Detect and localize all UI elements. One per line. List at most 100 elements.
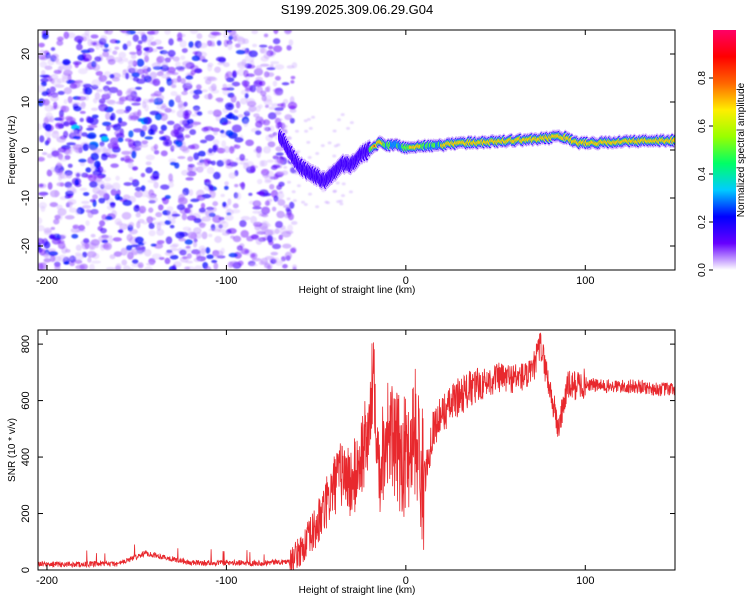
snr-x-axis: -200 -100 0 100 bbox=[36, 330, 594, 587]
spectrogram-cell bbox=[158, 204, 164, 211]
spectrogram-cell bbox=[307, 155, 312, 159]
spectrogram-cell bbox=[256, 178, 263, 185]
spectrogram-cell bbox=[94, 243, 99, 249]
spectrogram-cell bbox=[272, 38, 281, 45]
spectrogram-cell bbox=[87, 132, 97, 140]
spectrogram-cell bbox=[225, 130, 234, 137]
spectrogram-cell bbox=[205, 206, 215, 211]
spectrogram-cell bbox=[266, 265, 272, 270]
spectrogram-cell bbox=[259, 160, 265, 167]
spectrogram-cell bbox=[255, 76, 263, 82]
spectrogram-cell bbox=[151, 172, 161, 177]
spectrogram-cell bbox=[187, 156, 194, 162]
spectrogram-cell bbox=[193, 227, 202, 235]
spectrogram-cell bbox=[158, 130, 164, 135]
spectrogram-cell bbox=[175, 61, 181, 69]
spectrogram-cell bbox=[109, 38, 118, 44]
spectrogram-cell bbox=[184, 239, 193, 245]
spectrogram-cell bbox=[90, 60, 98, 65]
spectrogram-cell bbox=[179, 39, 187, 48]
spectrogram-cell bbox=[262, 119, 271, 126]
spectrogram-y-axis: -20 -10 0 10 20 bbox=[20, 48, 675, 254]
spectrogram-cell bbox=[87, 174, 97, 182]
spectrogram-cell bbox=[270, 61, 280, 65]
spectrogram-cell bbox=[214, 250, 224, 258]
colorbar: 0.0 0.2 0.4 0.6 0.8 Normalized spectral ampl… bbox=[697, 30, 747, 277]
spectrogram-cell bbox=[267, 72, 275, 77]
colorbar-tick-label: 0.4 bbox=[697, 167, 708, 181]
spectrogram-cell bbox=[320, 144, 325, 148]
spectrogram-cell bbox=[107, 142, 113, 150]
spectrogram-cell bbox=[264, 255, 275, 261]
spectrogram-cell bbox=[255, 229, 262, 235]
spectrogram-cell bbox=[132, 34, 139, 42]
spectrogram-cell bbox=[258, 260, 265, 266]
spectrogram-cell bbox=[190, 70, 196, 75]
spectrogram-cell bbox=[274, 228, 280, 235]
spectrogram-cell bbox=[130, 53, 137, 60]
spectrogram-cell bbox=[167, 80, 177, 87]
spectrogram-cell bbox=[289, 108, 297, 113]
spectrogram-cell bbox=[220, 129, 225, 134]
spectrogram-cell bbox=[102, 147, 108, 154]
spectrogram-cell bbox=[164, 195, 171, 200]
spectrogram-cell bbox=[184, 113, 189, 120]
spectrogram-cell bbox=[50, 254, 56, 263]
spectrogram-cell bbox=[104, 184, 114, 190]
spectrogram-cell bbox=[180, 192, 187, 198]
spectrogram-cell bbox=[198, 207, 206, 213]
spectrogram-cell bbox=[192, 107, 200, 113]
spectrogram-cell bbox=[63, 98, 68, 105]
spectrogram-cell bbox=[252, 206, 262, 210]
spectrogram-cell bbox=[181, 91, 188, 96]
spectrogram-cell bbox=[223, 62, 230, 68]
spectrogram-cell bbox=[236, 245, 243, 251]
spectrogram-cell bbox=[183, 101, 188, 107]
spectrogram-cell bbox=[278, 234, 283, 241]
colorbar-tick-label: 0.0 bbox=[697, 263, 708, 277]
spectrogram-cell bbox=[160, 124, 168, 131]
spectrogram-cell bbox=[341, 182, 346, 186]
spectrogram-cell bbox=[112, 182, 121, 191]
spectrogram-cell bbox=[61, 105, 70, 113]
spectrogram-cell bbox=[214, 235, 222, 244]
spectrogram-cell bbox=[148, 222, 155, 230]
spectrogram-cell bbox=[74, 252, 82, 256]
spectrogram-cell bbox=[107, 154, 117, 159]
spectrogram-cell bbox=[210, 83, 217, 92]
spectrogram-cell bbox=[53, 218, 60, 225]
spectrogram-cell bbox=[283, 124, 288, 128]
spectrogram-cell bbox=[192, 241, 198, 248]
spectrogram-cell bbox=[252, 43, 258, 48]
spectrogram-cell bbox=[98, 74, 108, 83]
spectrogram-cell bbox=[260, 90, 267, 97]
spectrogram-cell bbox=[54, 122, 64, 130]
spectrogram-cell bbox=[193, 89, 203, 95]
spectrogram-cell bbox=[53, 101, 58, 110]
spectrogram-cell bbox=[91, 107, 99, 111]
spectrogram-cell bbox=[193, 265, 203, 270]
spectrogram-cell bbox=[120, 157, 125, 162]
spectrogram-cell bbox=[233, 144, 238, 148]
spectrogram-cell bbox=[200, 247, 206, 256]
spectrogram-cell bbox=[193, 152, 200, 161]
spectrogram-cell bbox=[243, 69, 249, 78]
spectrogram-cell bbox=[83, 238, 90, 244]
spectrogram-cell bbox=[61, 75, 69, 83]
spectrogram-cell bbox=[159, 69, 165, 74]
spectrogram-cell bbox=[109, 237, 114, 244]
spectrogram-cell bbox=[89, 210, 99, 215]
spectrogram-cell bbox=[112, 237, 122, 242]
spectrogram-cell bbox=[308, 126, 313, 130]
spectrogram-cell bbox=[204, 134, 215, 142]
spectrogram-cell bbox=[143, 248, 152, 257]
spectrogram-cell bbox=[126, 40, 132, 47]
spectrogram-cell bbox=[109, 202, 116, 208]
spectrogram-cell bbox=[190, 232, 198, 240]
spectrogram-cell bbox=[63, 261, 70, 265]
spectrogram-cell bbox=[212, 145, 218, 153]
spectrogram-cell bbox=[239, 153, 246, 161]
spectrogram-cell bbox=[137, 40, 143, 45]
spectrogram-cell bbox=[273, 45, 283, 53]
